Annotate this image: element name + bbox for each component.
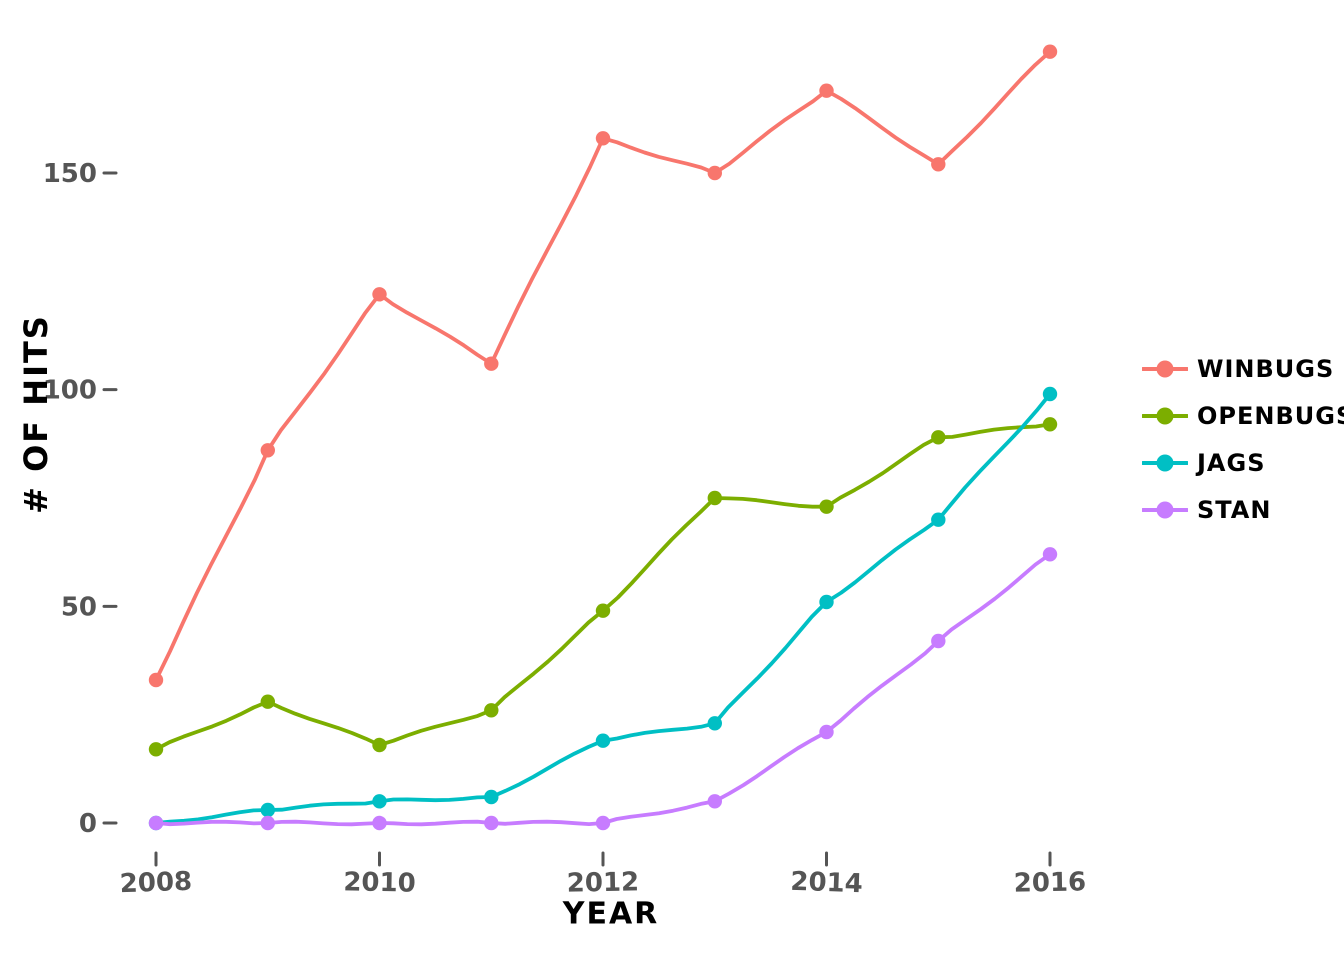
data-point-jags-2010: [372, 794, 387, 809]
data-point-openbugs-2015: [931, 430, 946, 445]
legend-item-stan: STAN: [1142, 495, 1344, 525]
legend: WINBUGS OPENBUGS JAGS STAN: [1142, 354, 1344, 525]
data-point-winbugs-2009: [260, 443, 275, 458]
data-point-openbugs-2010: [372, 737, 387, 753]
data-point-openbugs-2012: [595, 603, 611, 618]
legend-label-openbugs: OPENBUGS: [1197, 402, 1344, 430]
x-tick-label: 2016: [1014, 867, 1087, 898]
legend-key-openbugs-icon: [1142, 407, 1188, 425]
data-point-jags-2012: [595, 733, 611, 748]
series-line-stan: [154, 552, 1052, 827]
legend-key-jags-icon: [1142, 454, 1188, 472]
series-line-winbugs: [154, 49, 1052, 682]
data-point-stan-2010: [372, 815, 387, 831]
data-point-winbugs-2011: [484, 356, 499, 371]
data-point-jags-2011: [484, 789, 499, 805]
legend-item-openbugs: OPENBUGS: [1142, 401, 1344, 431]
y-axis-title: # OF HITS: [17, 314, 55, 514]
y-tick-label: 50: [61, 592, 97, 622]
data-point-openbugs-2009: [260, 694, 275, 709]
legend-key-winbugs-icon: [1142, 360, 1188, 378]
x-tick-label: 2012: [567, 867, 640, 898]
legend-label-jags: JAGS: [1197, 449, 1266, 477]
legend-item-jags: JAGS: [1142, 448, 1344, 478]
data-point-winbugs-2016: [1042, 44, 1058, 59]
x-tick-label: 2014: [790, 867, 863, 900]
data-point-jags-2013: [707, 716, 722, 731]
x-tick-label: 2008: [119, 867, 192, 900]
x-axis-title: YEAR: [562, 896, 660, 932]
data-point-stan-2016: [1042, 547, 1058, 562]
legend-label-stan: STAN: [1197, 496, 1272, 524]
series-line-openbugs: [154, 422, 1052, 752]
data-point-stan-2008: [148, 815, 164, 831]
data-point-openbugs-2008: [148, 742, 164, 757]
data-point-winbugs-2015: [931, 157, 946, 172]
data-point-jags-2016: [1042, 386, 1058, 402]
data-point-openbugs-2011: [484, 703, 499, 718]
data-point-stan-2011: [484, 815, 499, 831]
legend-key-stan-icon: [1142, 501, 1188, 519]
data-point-winbugs-2008: [148, 672, 164, 688]
data-point-openbugs-2014: [819, 499, 834, 514]
data-point-stan-2015: [931, 633, 946, 649]
data-point-openbugs-2016: [1042, 417, 1058, 432]
data-point-jags-2009: [260, 802, 275, 818]
data-point-stan-2014: [819, 724, 834, 740]
data-point-winbugs-2014: [819, 83, 834, 98]
data-point-jags-2014: [819, 594, 834, 610]
y-tick-label: 100: [43, 376, 97, 406]
legend-item-winbugs: WINBUGS: [1142, 354, 1344, 384]
data-point-stan-2009: [260, 815, 275, 831]
data-point-winbugs-2013: [707, 165, 722, 181]
data-point-stan-2012: [595, 815, 611, 831]
y-tick-label: 150: [43, 159, 97, 189]
y-tick-label: 0: [79, 809, 97, 839]
data-point-winbugs-2010: [372, 287, 387, 302]
x-tick-label: 2010: [343, 867, 416, 898]
data-point-stan-2013: [707, 794, 722, 809]
data-point-jags-2015: [931, 512, 946, 527]
data-point-winbugs-2012: [595, 131, 611, 146]
legend-label-winbugs: WINBUGS: [1197, 355, 1335, 383]
data-point-openbugs-2013: [707, 490, 722, 506]
